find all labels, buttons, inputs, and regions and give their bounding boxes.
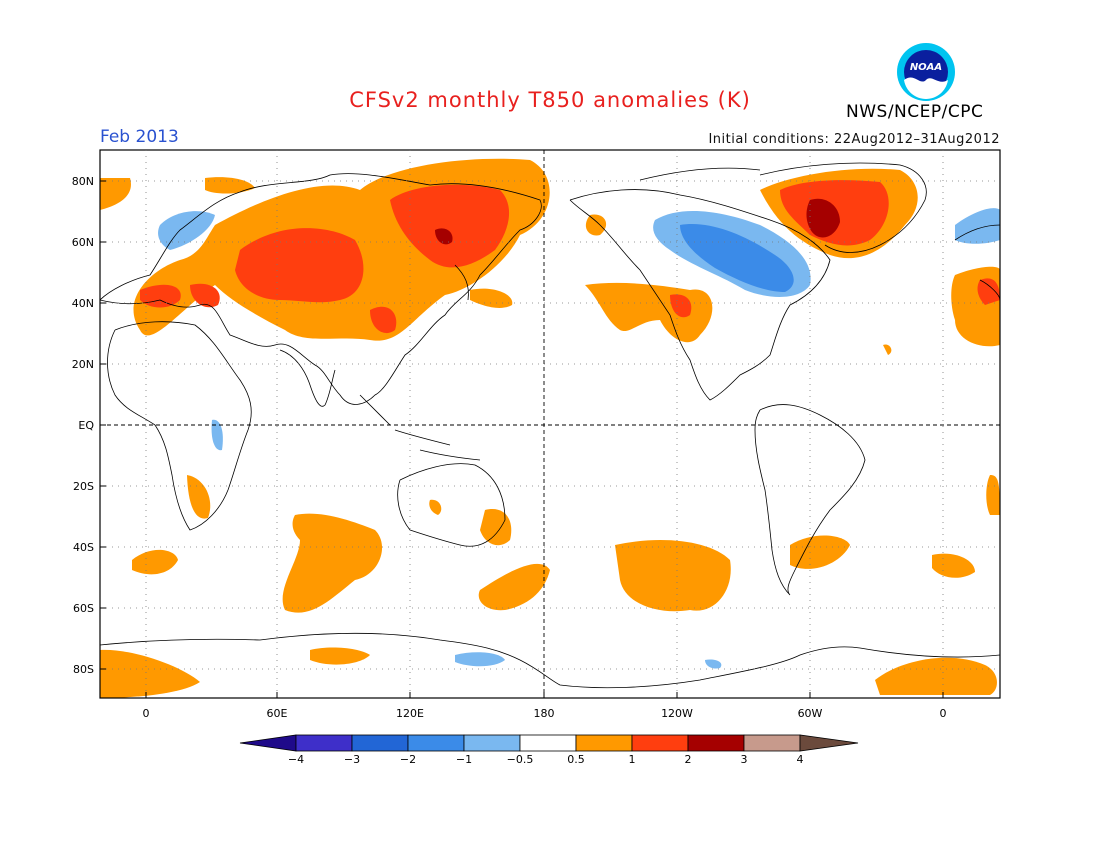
colorbar-swatch xyxy=(687,734,745,752)
lon-label: 180 xyxy=(534,707,555,720)
colorbar-swatch xyxy=(295,734,353,752)
lat-label: 20S xyxy=(73,480,94,493)
lat-labels: 80N 60N 40N 20N EQ 20S 40S 60S 80S xyxy=(72,175,95,676)
lat-label: 40S xyxy=(73,541,94,554)
map-frame xyxy=(99,149,1001,699)
colorbar-swatch xyxy=(407,734,465,752)
lon-label: 0 xyxy=(940,707,947,720)
org-label: NWS/NCEP/CPC xyxy=(846,102,984,122)
colorbar-swatch xyxy=(519,734,577,752)
reference-lines xyxy=(100,150,1000,698)
logo-text: NOAA xyxy=(910,62,942,73)
initial-conditions-label: Initial conditions: 22Aug2012–31Aug2012 xyxy=(708,132,1000,147)
colorbar-label: 3 xyxy=(741,753,748,766)
colorbar-label: −3 xyxy=(344,753,360,766)
colorbar: −4 −3 −2 −1 −0.5 0.5 1 2 3 4 xyxy=(239,734,859,766)
lat-label: 60N xyxy=(72,236,94,249)
colorbar-swatch xyxy=(575,734,633,752)
lat-label: 20N xyxy=(72,358,94,371)
lat-label: 80S xyxy=(73,663,94,676)
lon-label: 120E xyxy=(396,707,424,720)
coastlines xyxy=(100,162,1000,689)
colorbar-label: −4 xyxy=(288,753,304,766)
lon-label: 0 xyxy=(143,707,150,720)
noaa-logo: NOAA xyxy=(897,43,955,101)
lat-label: 60S xyxy=(73,602,94,615)
colorbar-arrow-low xyxy=(239,734,297,752)
colorbar-label: −1 xyxy=(456,753,472,766)
colorbar-swatch xyxy=(351,734,409,752)
month-label: Feb 2013 xyxy=(100,127,179,147)
colorbar-swatch xyxy=(743,734,801,752)
colorbar-label: 4 xyxy=(797,753,804,766)
lon-labels: 0 60E 120E 180 120W 60W 0 xyxy=(143,707,947,720)
colorbar-label: −2 xyxy=(400,753,416,766)
lat-label: 80N xyxy=(72,175,94,188)
colorbar-label: 0.5 xyxy=(567,753,585,766)
colorbar-label: −0.5 xyxy=(507,753,534,766)
tick-marks xyxy=(100,180,944,698)
chart-title: CFSv2 monthly T850 anomalies (K) xyxy=(349,88,751,112)
graticule xyxy=(100,150,1000,698)
lon-label: 60W xyxy=(798,707,823,720)
colorbar-swatch xyxy=(631,734,689,752)
lon-label: 60E xyxy=(267,707,288,720)
lat-label: EQ xyxy=(78,419,94,432)
colorbar-label: 1 xyxy=(629,753,636,766)
colorbar-swatch xyxy=(463,734,521,752)
lat-label: 40N xyxy=(72,297,94,310)
colorbar-label: 2 xyxy=(685,753,692,766)
anomaly-fields xyxy=(100,158,1000,698)
lon-label: 120W xyxy=(661,707,693,720)
colorbar-arrow-high xyxy=(799,734,859,752)
